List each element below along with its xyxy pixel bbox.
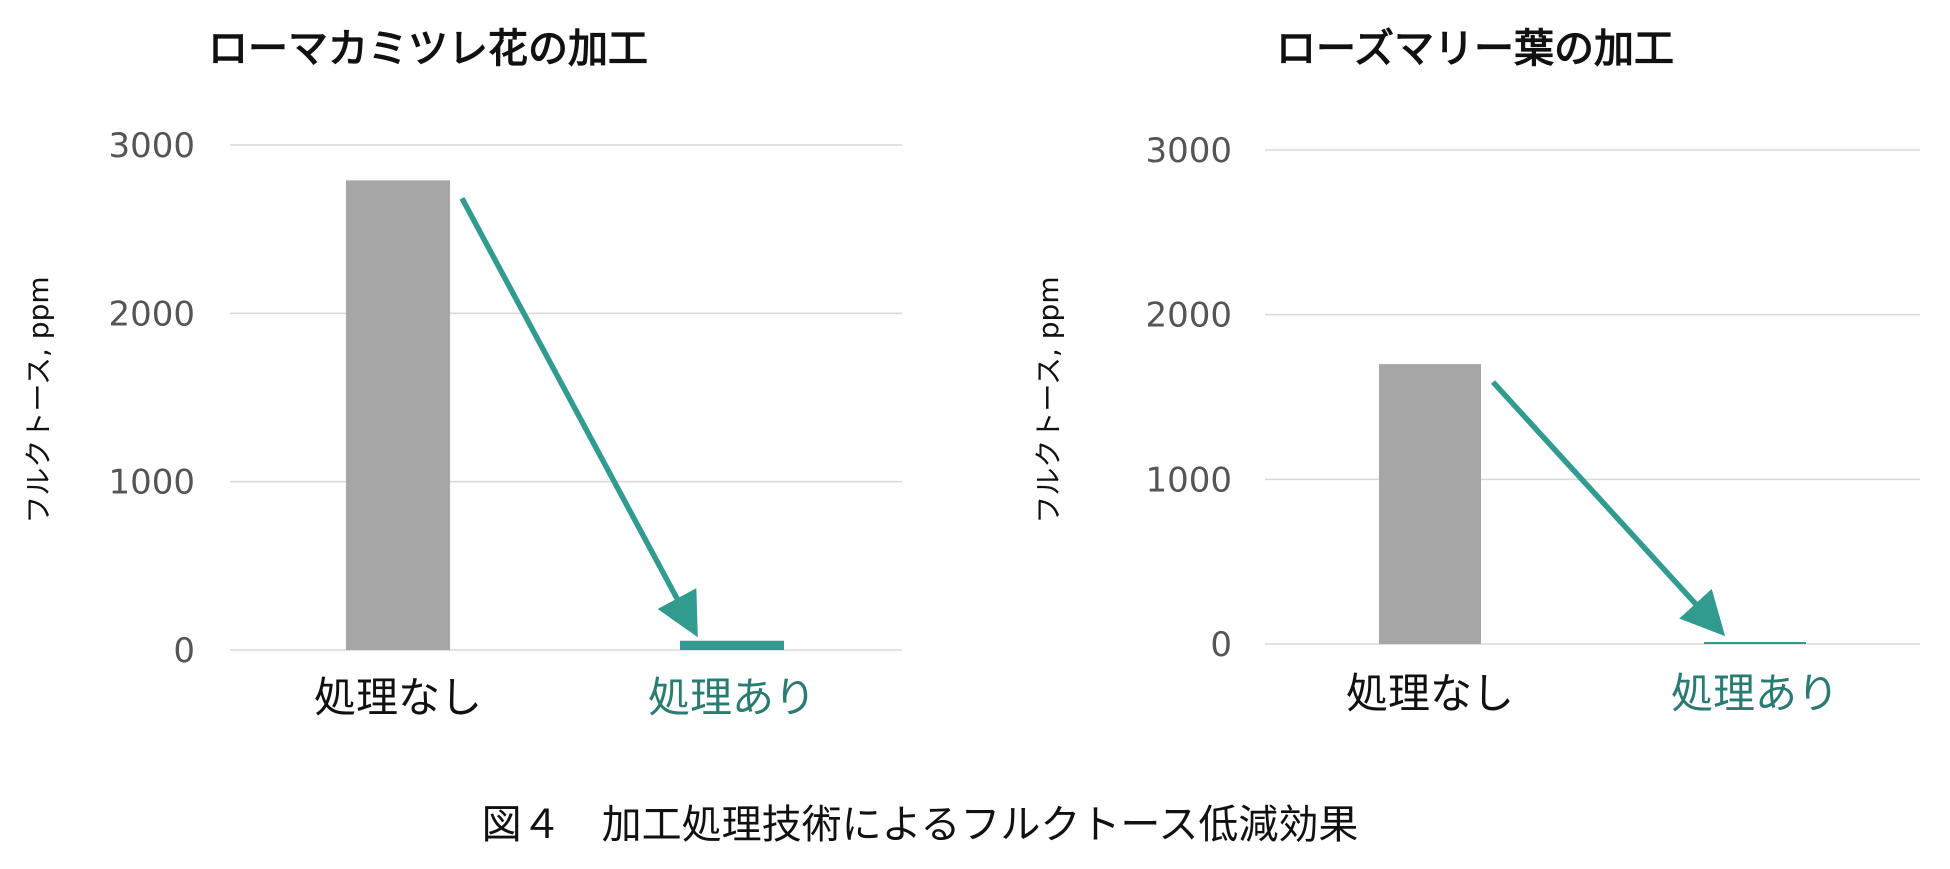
y-tick-label: 3000 <box>108 126 195 166</box>
category-label-untreated: 処理なし <box>1346 669 1514 718</box>
y-tick-label: 2000 <box>108 294 195 334</box>
bar-treated <box>1704 642 1806 644</box>
chart-panel-2: ローズマリー葉の加工 0 1000 2000 3000 フルクトース, ppm 処理なし 処理… <box>1032 26 1920 718</box>
y-tick-label: 1000 <box>1145 460 1232 500</box>
y-axis-label: フルクトース, ppm <box>1032 276 1065 523</box>
reduction-arrow <box>1490 380 1726 637</box>
chart-title: ローズマリー葉の加工 <box>1276 26 1674 72</box>
chart-panel-1: ローマカミツレ花の加工 0 1000 2000 3000 フルクトース, ppm 処理なし 処… <box>22 26 902 722</box>
bar-untreated <box>1379 364 1481 644</box>
y-tick-label: 0 <box>1210 625 1232 665</box>
y-tick-label: 2000 <box>1145 296 1232 336</box>
reduction-arrow <box>459 197 698 638</box>
y-tick-label: 3000 <box>1145 131 1232 171</box>
figure-caption: 図４ 加工処理技術によるフルクトース低減効果 <box>482 802 1359 848</box>
y-tick-label: 1000 <box>108 463 195 503</box>
y-axis-label: フルクトース, ppm <box>22 276 55 523</box>
category-label-treated: 処理あり <box>648 673 816 722</box>
bar-untreated <box>346 180 450 650</box>
bar-treated <box>680 640 784 650</box>
y-tick-label: 0 <box>173 631 195 671</box>
category-label-treated: 処理あり <box>1671 669 1839 718</box>
chart-title: ローマカミツレ花の加工 <box>208 26 648 72</box>
category-label-untreated: 処理なし <box>314 673 482 722</box>
